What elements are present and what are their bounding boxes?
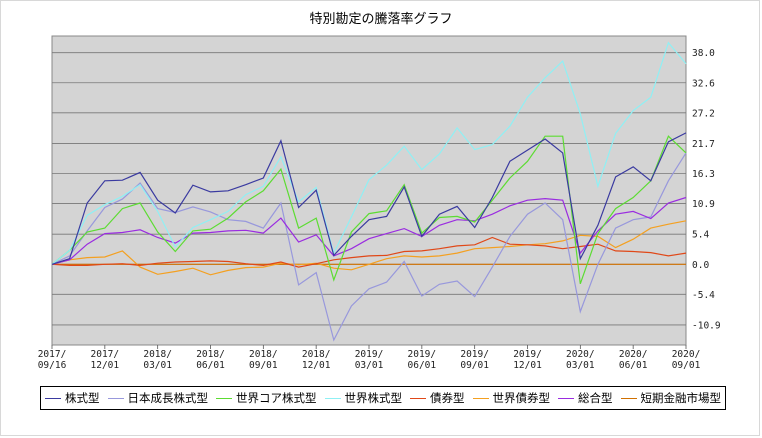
x-tick-label: 2017/ — [38, 349, 67, 360]
x-tick-label: 09/01 — [672, 360, 701, 371]
legend-label: 短期金融市場型 — [640, 391, 722, 405]
x-tick-label: 03/01 — [355, 360, 384, 371]
legend-swatch — [410, 397, 426, 399]
legend-label: 株式型 — [65, 391, 100, 405]
x-tick-label: 03/01 — [566, 360, 595, 371]
x-tick-label: 2019/ — [513, 349, 542, 360]
series-lines — [51, 41, 687, 342]
x-tick-label: 2018/ — [302, 349, 331, 360]
x-tick-label: 09/16 — [38, 360, 67, 371]
legend-item: 債券型 — [410, 390, 465, 406]
legend-label: 日本成長株式型 — [127, 391, 209, 405]
chart-legend: 株式型 日本成長株式型 世界コア株式型 世界株式型 債券型 世界債券型 総合型 短期金融市場型 — [40, 386, 726, 410]
legend-item: 日本成長株式型 — [107, 390, 209, 406]
legend-item: 世界コア株式型 — [216, 390, 317, 406]
x-tick-label: 2018/ — [249, 349, 278, 360]
legend-swatch — [107, 397, 124, 399]
legend-swatch — [216, 397, 232, 399]
series-line-0 — [51, 132, 687, 265]
series-line-2 — [51, 135, 687, 284]
x-tick-label: 06/01 — [196, 360, 225, 371]
x-tick-label: 2019/ — [460, 349, 489, 360]
legend-label: 総合型 — [578, 391, 613, 405]
legend-swatch — [472, 397, 489, 399]
y-tick-label: -10.9 — [692, 320, 721, 331]
x-tick-label: 2019/ — [355, 349, 384, 360]
x-tick-label: 2019/ — [408, 349, 437, 360]
x-tick-label: 2020/ — [566, 349, 595, 360]
x-tick-label: 12/01 — [302, 360, 331, 371]
legend-item: 株式型 — [45, 390, 100, 406]
x-tick-label: 06/01 — [408, 360, 437, 371]
legend-item: 世界債券型 — [472, 390, 551, 406]
y-tick-label: 16.3 — [692, 169, 715, 180]
x-axis-ticks: 2017/09/162017/12/012018/03/012018/06/01… — [38, 345, 701, 371]
x-tick-label: 09/01 — [460, 360, 489, 371]
y-tick-label: 0.0 — [692, 260, 709, 271]
y-tick-label: 5.4 — [692, 230, 709, 241]
chart-title: 特別勘定の騰落率グラフ — [309, 12, 453, 27]
x-tick-label: 2020/ — [672, 349, 701, 360]
x-tick-label: 2020/ — [619, 349, 648, 360]
legend-item: 短期金融市場型 — [620, 390, 722, 406]
legend-swatch — [324, 397, 341, 399]
x-tick-label: 12/01 — [91, 360, 120, 371]
y-tick-label: -5.4 — [692, 290, 715, 301]
legend-label: 債券型 — [430, 391, 465, 405]
series-line-5 — [51, 220, 687, 276]
x-tick-label: 2017/ — [91, 349, 120, 360]
legend-label: 世界コア株式型 — [236, 391, 317, 405]
y-tick-label: 38.0 — [692, 48, 715, 59]
legend-swatch — [620, 397, 637, 399]
legend-swatch — [558, 397, 574, 399]
y-axis-ticks: 38.0 32.6 27.2 21.7 16.3 10.9 5.4 0.0 -5.4 -10.9 — [692, 48, 721, 331]
plot-area — [51, 35, 687, 346]
legend-label: 世界株式型 — [344, 391, 403, 405]
x-tick-label: 09/01 — [249, 360, 278, 371]
y-tick-label: 32.6 — [692, 78, 715, 89]
x-tick-label: 03/01 — [143, 360, 172, 371]
y-tick-label: 10.9 — [692, 199, 715, 210]
x-tick-label: 2018/ — [143, 349, 172, 360]
series-line-3 — [51, 41, 687, 265]
x-tick-label: 12/01 — [513, 360, 542, 371]
legend-label: 世界債券型 — [492, 391, 551, 405]
legend-swatch — [45, 397, 61, 399]
legend-item: 世界株式型 — [324, 390, 403, 406]
legend-item: 総合型 — [558, 390, 613, 406]
y-tick-label: 27.2 — [692, 108, 715, 119]
x-tick-label: 2018/ — [196, 349, 225, 360]
series-line-1 — [51, 152, 687, 342]
series-line-6 — [51, 196, 687, 265]
y-tick-label: 21.7 — [692, 139, 715, 150]
series-line-4 — [51, 236, 687, 268]
x-tick-label: 06/01 — [619, 360, 648, 371]
